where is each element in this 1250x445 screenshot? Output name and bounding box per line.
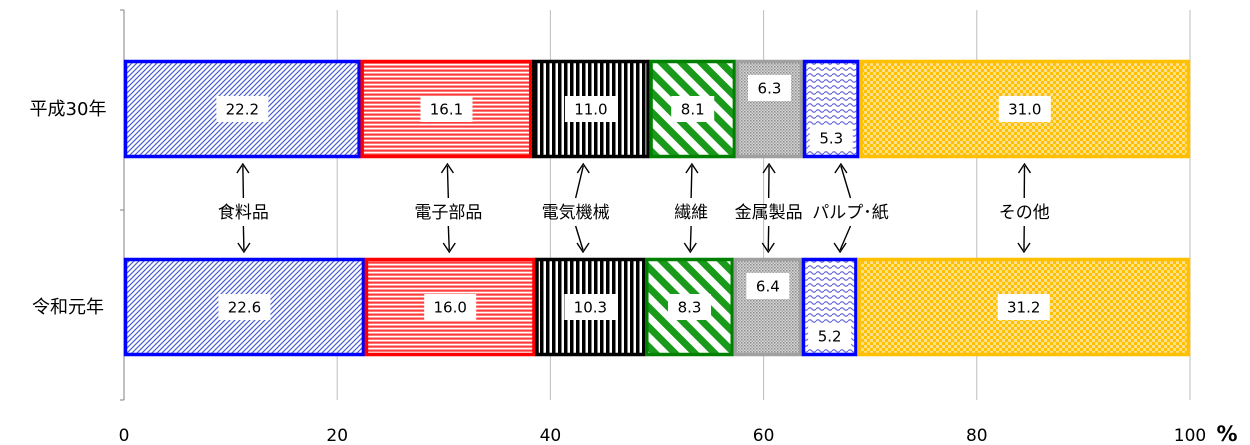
data-label: 5.2 — [818, 328, 842, 346]
data-label: 6.4 — [756, 278, 780, 296]
connector-up-arrowhead — [1017, 162, 1032, 174]
data-label-box — [218, 294, 271, 320]
connector-up-line — [242, 165, 245, 199]
data-label: 8.3 — [678, 299, 702, 317]
connector-up-arrowhead — [834, 162, 848, 174]
connector-up-arrowhead — [576, 162, 590, 174]
data-label: 10.3 — [574, 299, 607, 317]
data-label: 22.2 — [226, 101, 259, 119]
x-tick-label: 20 — [326, 426, 348, 445]
x-unit-label: % — [1216, 422, 1237, 445]
axes — [120, 9, 125, 401]
data-label: 8.1 — [681, 101, 705, 119]
data-label-box — [671, 96, 715, 122]
data-label: 11.0 — [574, 101, 607, 119]
segment-label: 電気機械 — [542, 203, 610, 223]
connector-down-arrowhead — [683, 242, 697, 254]
connector-down-arrowhead — [1017, 242, 1031, 254]
connector-down-line — [447, 225, 450, 251]
connector-down-arrowhead — [576, 242, 590, 254]
connector-up-arrowhead — [236, 162, 250, 174]
data-label: 6.3 — [758, 80, 782, 98]
data-label-box — [746, 273, 790, 299]
data-label: 5.3 — [819, 130, 843, 148]
data-label-box — [808, 323, 852, 349]
connector-up-line — [574, 165, 584, 199]
data-label: 31.0 — [1008, 101, 1041, 119]
category-label: 平成30年 — [30, 99, 107, 120]
x-tick-label: 40 — [540, 426, 562, 445]
segment-label: 繊維 — [674, 203, 708, 223]
data-label-box — [564, 96, 617, 122]
data-label-box — [998, 96, 1051, 122]
connector-up-arrowhead — [762, 162, 776, 174]
connector-down-line — [689, 225, 692, 251]
data-label: 31.2 — [1007, 299, 1040, 317]
connector-up-line — [840, 165, 852, 199]
data-label-box — [424, 294, 477, 320]
data-label-box — [420, 96, 473, 122]
connector-down-arrowhead — [237, 242, 251, 254]
data-label-box — [997, 294, 1050, 320]
connector-up-line — [446, 165, 450, 199]
x-tick-label: 0 — [119, 426, 130, 445]
connector-up-arrowhead — [440, 162, 454, 174]
data-label-box — [216, 96, 269, 122]
x-tick-labels: 0 20 40 60 80 100 — [119, 426, 1207, 445]
connector-down-line — [242, 225, 245, 251]
x-tick-label: 60 — [753, 426, 775, 445]
segment-label: 金属製品 — [735, 203, 803, 223]
segment-label: その他 — [999, 203, 1050, 223]
bars: 22.2 16.1 11.0 8.1 6.3 5.3 31.0 22.6 16.0 10.3 8.3… — [123, 59, 1191, 357]
x-tick-label: 80 — [966, 426, 988, 445]
data-label: 22.6 — [228, 299, 261, 317]
connector-down-line — [574, 225, 584, 251]
connector-up-line — [690, 165, 693, 199]
connector-up-arrowhead — [685, 162, 699, 174]
data-label-box — [564, 294, 617, 320]
segment-label: パルプ･紙 — [812, 203, 889, 223]
category-label: 令和元年 — [32, 297, 104, 318]
x-tick-label: 100 — [1174, 426, 1206, 445]
connector-down-arrowhead — [442, 242, 456, 254]
connector-down-line — [839, 225, 852, 251]
segment-label: 食料品 — [218, 203, 269, 223]
connector-down-arrowhead — [761, 242, 775, 254]
data-label-box — [809, 125, 853, 151]
connector-down-arrowhead — [833, 242, 847, 254]
data-label-box — [668, 294, 712, 320]
segment-connectors: 食料品 電子部品 電気機械 繊維 金属製品 パルプ･紙 その他 — [218, 162, 1050, 254]
bar-segment — [123, 59, 361, 159]
segment-label: 電子部品 — [414, 203, 482, 223]
data-label: 16.1 — [430, 101, 463, 119]
data-label-box — [747, 75, 791, 101]
data-label: 16.0 — [433, 299, 466, 317]
